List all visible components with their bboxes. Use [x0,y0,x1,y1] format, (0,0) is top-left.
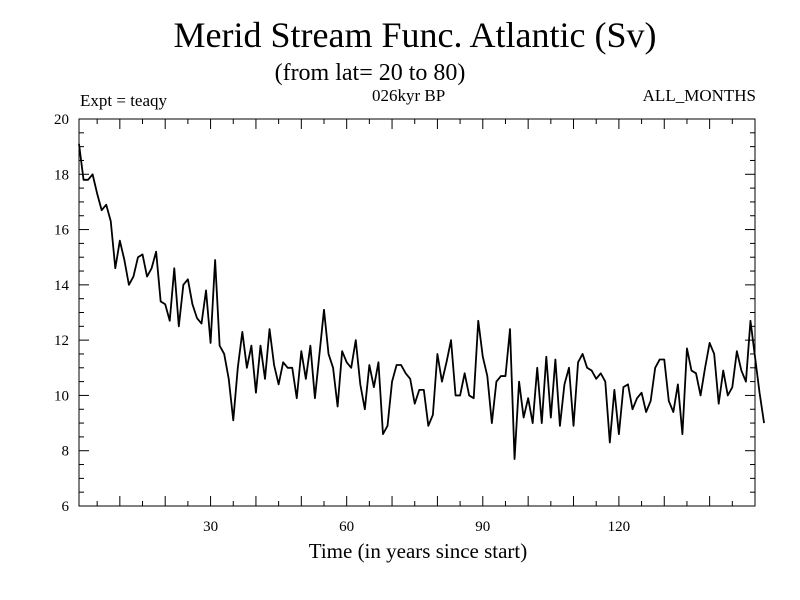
x-tick-label: 30 [203,519,218,535]
x-tick-label: 60 [339,519,354,535]
tick-labels: 6 8 10 12 14 16 18 20 30 60 90 120 [54,112,630,535]
chart-subtitle: (from lat= 20 to 80) [274,60,466,86]
plot-frame [78,118,756,507]
y-tick-label: 6 [62,499,70,515]
months-label: ALL_MONTHS [642,86,756,105]
y-tick-label: 12 [54,333,69,349]
y-tick-label: 8 [62,444,70,460]
y-tick-label: 10 [54,388,69,404]
y-tick-label: 18 [54,167,69,183]
period-label: 026kyr BP [372,86,446,105]
experiment-label: Expt = teaqy [80,91,168,110]
x-axis-label: Time (in years since start) [309,539,528,563]
y-tick-label: 20 [54,112,69,128]
x-tick-label: 120 [608,519,631,535]
y-tick-label: 16 [54,223,70,239]
y-tick-label: 14 [54,278,70,294]
x-tick-label: 90 [475,519,490,535]
series-line [78,143,765,460]
series-group [78,143,765,460]
chart-title: Merid Stream Func. Atlantic (Sv) [173,15,657,55]
